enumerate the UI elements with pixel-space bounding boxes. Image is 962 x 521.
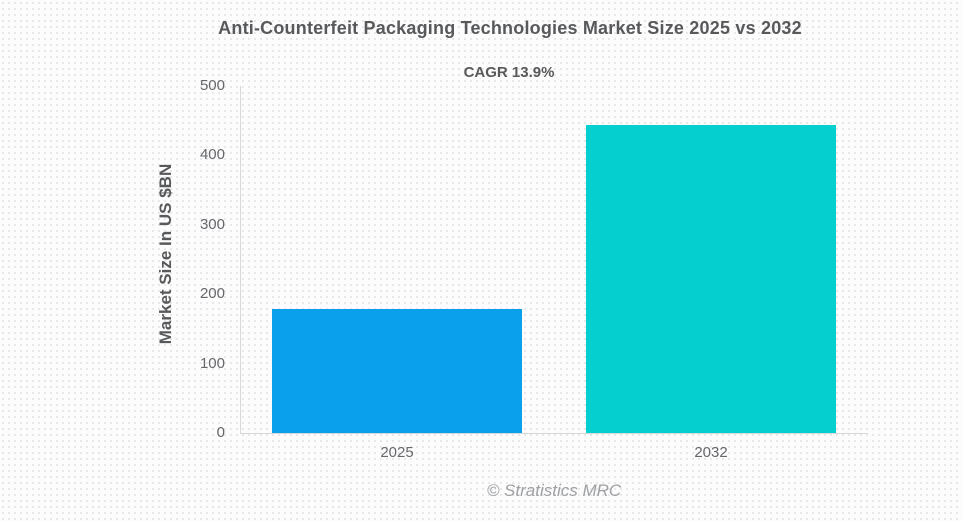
y-tick-label: 400	[199, 146, 225, 164]
y-tick-label: 100	[199, 354, 225, 372]
y-tick-label: 500	[199, 77, 225, 94]
y-axis-title: Market Size In US $BN	[156, 163, 175, 345]
x-axis-label-2032: 2032	[694, 444, 728, 461]
x-axis-line	[240, 433, 868, 434]
y-tick-label: 200	[199, 285, 225, 303]
watermark-text: © Stratistics MRC	[486, 481, 622, 500]
x-axis-label-2025: 2025	[380, 444, 414, 461]
chart-title: Anti-Counterfeit Packaging Technologies …	[218, 18, 802, 38]
chart-subtitle: CAGR 13.9%	[463, 64, 555, 81]
y-axis-line	[240, 86, 241, 433]
y-tick-label: 0	[216, 424, 225, 441]
y-tick-label: 300	[199, 215, 225, 233]
bar-2032	[586, 124, 836, 433]
bar-2025	[272, 309, 522, 433]
